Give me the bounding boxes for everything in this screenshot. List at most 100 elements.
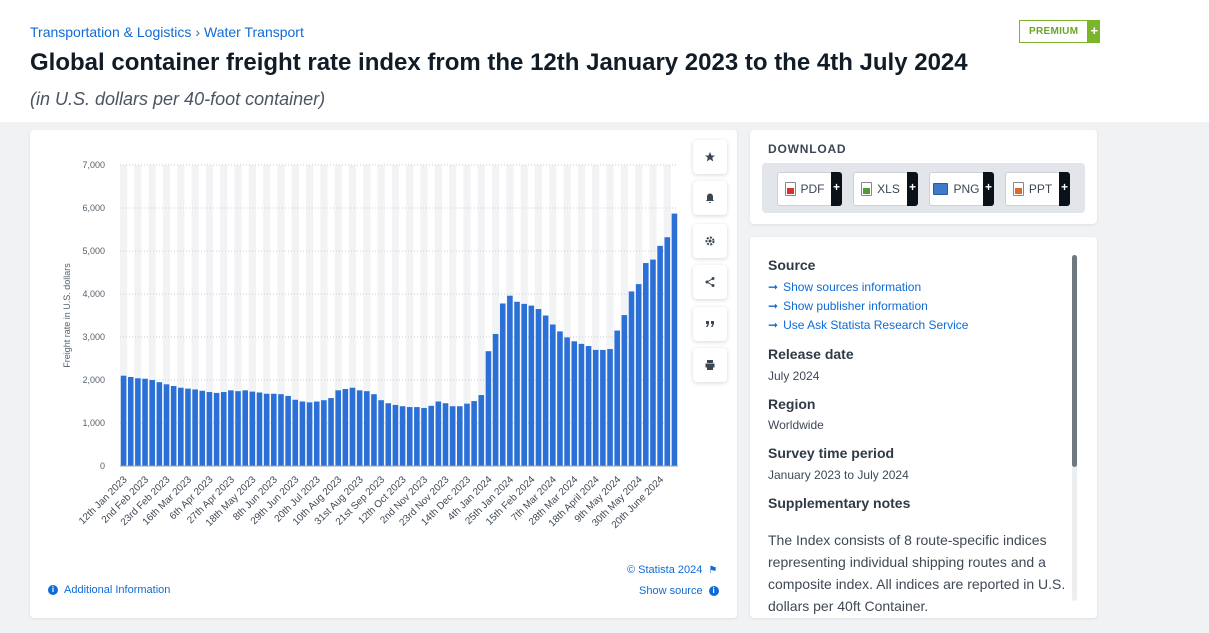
breadcrumb-item-water-transport[interactable]: Water Transport [204,24,304,40]
png-file-icon [933,183,949,195]
download-ppt-button[interactable]: PPT + [1005,172,1070,206]
plus-icon: + [907,172,918,206]
ppt-file-icon [1012,182,1024,196]
chart-band [162,165,171,466]
arrow-right-icon: ➞ [768,318,779,332]
bar [178,387,184,466]
download-title: DOWNLOAD [768,142,847,156]
bar [421,407,427,466]
bar [557,331,563,466]
bell-icon[interactable] [693,181,727,215]
premium-badge[interactable]: PREMIUM + [1019,20,1101,43]
show-publisher-link[interactable]: ➞ Show publisher information [768,299,928,313]
bar [285,395,291,466]
region-heading: Region [768,396,816,412]
y-tick-label: 1,000 [82,418,105,428]
region-value: Worldwide [768,418,824,432]
bar [228,390,234,466]
page-title: Global container freight rate index from… [30,49,968,76]
bar [120,375,127,466]
premium-label: PREMIUM [1019,20,1089,43]
bar [321,400,327,466]
bar [478,395,485,466]
bar [485,351,492,466]
ask-statista-label: Use Ask Statista Research Service [783,318,969,332]
show-publisher-label: Show publisher information [783,299,928,313]
info-icon: i [708,586,719,596]
bar [399,406,406,466]
breadcrumb-item-transportation[interactable]: Transportation & Logistics [30,24,192,40]
bar [628,291,635,466]
bar [392,404,399,466]
bar [585,346,592,466]
star-icon[interactable] [693,140,727,174]
release-date-value: July 2024 [768,369,820,383]
download-png-button[interactable]: PNG + [929,172,994,206]
bar [256,392,263,466]
y-axis-label: Freight rate in U.S. dollars [62,263,72,368]
chart-band [363,165,371,466]
premium-plus-icon: + [1088,20,1101,43]
chart-band [592,165,600,466]
chart-band [549,165,557,466]
bar [342,389,349,466]
statistic-details-card: Source ➞ Show sources information ➞ Show p… [750,237,1097,618]
pdf-file-icon [784,182,796,196]
bar [185,388,191,466]
chart-band [577,165,585,466]
bar [414,407,420,466]
ask-statista-link[interactable]: ➞ Use Ask Statista Research Service [768,318,968,332]
show-sources-link[interactable]: ➞ Show sources information [768,280,921,294]
download-pdf-button[interactable]: PDF + [777,172,842,206]
bar [199,390,206,466]
chart-band [306,165,314,466]
show-source-link[interactable]: Show source i [639,585,719,597]
bar [156,382,163,466]
download-pdf-label: PDF [800,182,825,196]
gear-icon[interactable] [693,224,727,258]
bar [650,259,656,466]
download-xls-button[interactable]: XLS + [853,172,918,206]
bar [471,401,477,466]
y-tick-label: 7,000 [82,160,105,170]
chart-band [606,165,614,466]
additional-information-link[interactable]: i Additional Information [48,584,170,596]
bar [428,405,434,466]
chart-band [463,165,471,466]
bar [263,393,270,466]
chart-band [263,165,271,466]
bar [378,400,384,466]
scrollbar-thumb[interactable] [1072,255,1077,467]
bar [607,349,613,466]
bar [621,315,628,466]
bar-chart: 01,0002,0003,0004,0005,0006,0007,00012th… [62,160,678,531]
bar [192,389,198,466]
bar [142,378,148,466]
bar [206,392,213,466]
bar [578,343,585,466]
bar [135,378,141,466]
share-icon[interactable] [693,265,727,299]
quote-icon[interactable] [693,307,727,341]
chart-band [563,165,571,466]
chart-band [291,165,299,466]
chart-band [205,165,213,466]
y-tick-label: 5,000 [82,246,105,256]
y-tick-label: 0 [100,461,105,471]
bar [550,324,556,466]
additional-information-label: Additional Information [64,584,171,596]
bar [499,303,506,466]
plus-icon: + [1059,172,1070,206]
copyright-link[interactable]: © Statista 2024 ⚑ [627,564,717,576]
chart-band [148,165,156,466]
bar [163,384,170,466]
arrow-right-icon: ➞ [768,280,779,294]
chart-band [120,165,128,466]
y-tick-label: 2,000 [82,375,105,385]
bar [442,403,449,466]
breadcrumb: Transportation & Logistics › Water Transpo… [30,24,304,40]
bar [457,406,463,466]
chart-band [492,165,500,466]
print-icon[interactable] [693,348,727,382]
bar [328,398,334,466]
